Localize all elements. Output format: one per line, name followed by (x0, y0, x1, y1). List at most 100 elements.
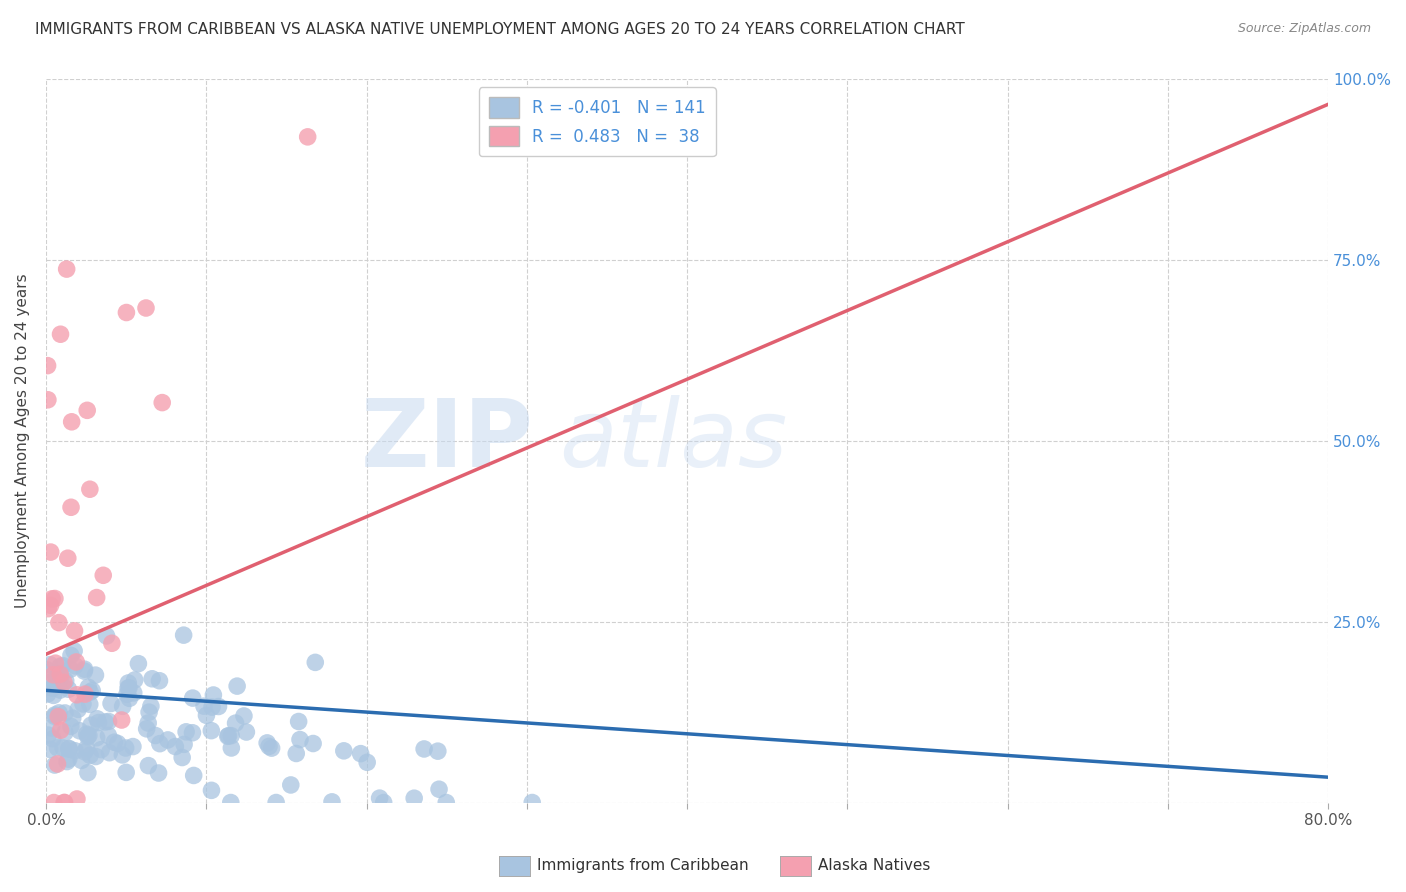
Point (37, 359, 59, 373)
Point (37, 728, 59, 742)
Point (37, 392, 59, 407)
Point (368, 791, 391, 805)
Point (202, 688, 225, 702)
Point (73, 745, 96, 759)
Point (94, 714, 117, 729)
Point (118, 681, 141, 695)
Point (280, 778, 302, 792)
Point (52, 675, 75, 690)
Point (91, 568, 114, 582)
Point (426, 744, 449, 758)
Point (69, 723, 91, 738)
Point (37, 687, 59, 701)
Point (84, 668, 107, 682)
Point (45, 670, 67, 684)
Point (156, 732, 179, 747)
Point (219, 796, 242, 810)
Point (49, 667, 72, 681)
Point (217, 729, 239, 743)
Point (115, 765, 138, 780)
Point (114, 741, 136, 756)
Point (63, 658, 86, 673)
Point (136, 716, 159, 731)
Point (63, 624, 86, 638)
Point (522, 796, 544, 810)
Point (60, 415, 83, 429)
Point (49, 683, 72, 698)
Point (404, 791, 426, 805)
Point (183, 768, 205, 782)
Point (225, 716, 247, 731)
Point (58, 741, 80, 756)
Text: Alaska Natives: Alaska Natives (818, 858, 931, 872)
Point (73, 662, 96, 676)
Point (46, 709, 69, 723)
Point (434, 796, 457, 810)
Point (256, 736, 278, 750)
Point (181, 725, 204, 739)
Point (37, 663, 59, 677)
Point (287, 714, 309, 729)
Point (66, 688, 89, 702)
Point (86, 731, 108, 745)
Point (56, 551, 79, 566)
Point (42, 689, 65, 703)
Point (76, 403, 98, 417)
Point (173, 737, 195, 751)
Point (107, 736, 129, 750)
Point (122, 739, 145, 754)
Point (46, 756, 69, 771)
Legend: R = -0.401   N = 141, R =  0.483   N =  38: R = -0.401 N = 141, R = 0.483 N = 38 (479, 87, 716, 156)
Point (297, 129, 319, 144)
Point (77, 765, 100, 780)
Point (172, 750, 194, 764)
Point (200, 783, 222, 797)
Point (173, 628, 195, 642)
Point (264, 796, 287, 810)
Point (39, 681, 62, 695)
Point (97, 729, 120, 743)
Point (97, 714, 120, 729)
Point (350, 747, 373, 761)
Point (138, 705, 160, 719)
Point (77, 729, 100, 743)
Point (117, 681, 139, 695)
Text: Immigrants from Caribbean: Immigrants from Caribbean (537, 858, 749, 872)
Point (135, 722, 157, 736)
Point (193, 699, 215, 714)
Point (55, 673, 77, 688)
Point (413, 742, 436, 756)
Point (53, 706, 76, 720)
Point (39, 545, 62, 559)
Point (41, 731, 63, 746)
Point (49, 673, 72, 688)
Point (195, 708, 218, 723)
Point (90, 742, 112, 756)
Point (150, 395, 173, 409)
Point (39, 599, 62, 613)
Text: Source: ZipAtlas.com: Source: ZipAtlas.com (1237, 22, 1371, 36)
Point (42, 681, 65, 695)
Point (82, 683, 104, 698)
Point (55, 262, 77, 277)
Point (70, 753, 93, 767)
Point (59, 719, 82, 733)
Point (124, 673, 146, 687)
Point (98, 746, 121, 760)
Point (72, 697, 94, 711)
Point (38, 657, 60, 672)
Point (60, 500, 83, 515)
Point (139, 699, 162, 714)
Point (200, 723, 222, 738)
Point (52, 658, 75, 673)
Point (77, 680, 100, 694)
Point (84, 749, 107, 764)
Point (373, 796, 395, 810)
Point (44, 656, 66, 670)
Text: IMMIGRANTS FROM CARIBBEAN VS ALASKA NATIVE UNEMPLOYMENT AMONG AGES 20 TO 24 YEAR: IMMIGRANTS FROM CARIBBEAN VS ALASKA NATI… (35, 22, 965, 37)
Point (86, 712, 108, 726)
Point (73, 664, 96, 678)
Point (44, 591, 66, 606)
Point (42, 796, 65, 810)
Point (38, 675, 60, 690)
